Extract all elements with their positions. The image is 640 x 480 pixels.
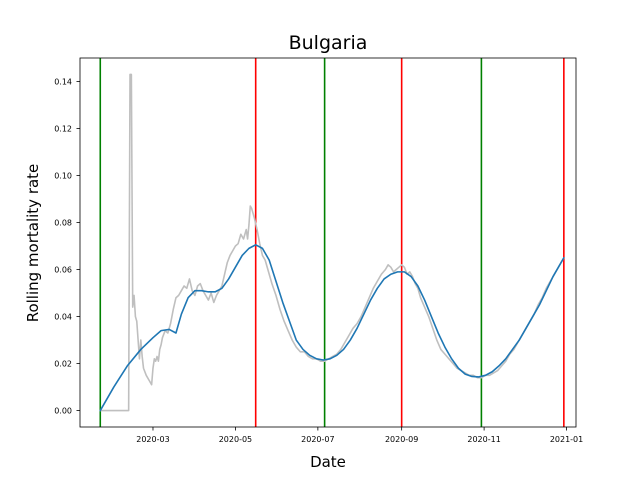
x-tick-label: 2021-01 xyxy=(550,435,583,444)
x-axis-label: Date xyxy=(310,453,346,471)
series-layer xyxy=(99,73,565,412)
y-axis-label: Rolling mortality rate xyxy=(24,164,42,323)
smoothed-rate-line xyxy=(99,244,565,412)
x-tick-label: 2020-05 xyxy=(219,435,252,444)
y-axis: 0.00 0.02 0.04 0.06 0.08 0.10 0.12 0.14 xyxy=(54,78,80,416)
plot-frame xyxy=(79,57,577,428)
x-axis: 2020-03 2020-05 2020-07 2020-09 2020-11 2021-… xyxy=(136,427,583,444)
y-tick-label: 0.10 xyxy=(54,172,72,181)
y-tick-label: 0.06 xyxy=(54,266,72,275)
y-tick-label: 0.02 xyxy=(54,360,72,369)
y-tick-label: 0.14 xyxy=(54,78,72,87)
x-tick-label: 2020-09 xyxy=(385,435,418,444)
vertical-lines xyxy=(99,58,565,427)
chart-title: Bulgaria xyxy=(289,32,368,54)
x-tick-label: 2020-03 xyxy=(136,435,169,444)
y-tick-label: 0.08 xyxy=(54,219,72,228)
x-tick-label: 2020-11 xyxy=(467,435,500,444)
y-tick-label: 0.04 xyxy=(54,313,72,322)
y-tick-label: 0.12 xyxy=(54,125,72,134)
y-tick-label: 0.00 xyxy=(54,407,72,416)
x-tick-label: 2020-07 xyxy=(301,435,334,444)
